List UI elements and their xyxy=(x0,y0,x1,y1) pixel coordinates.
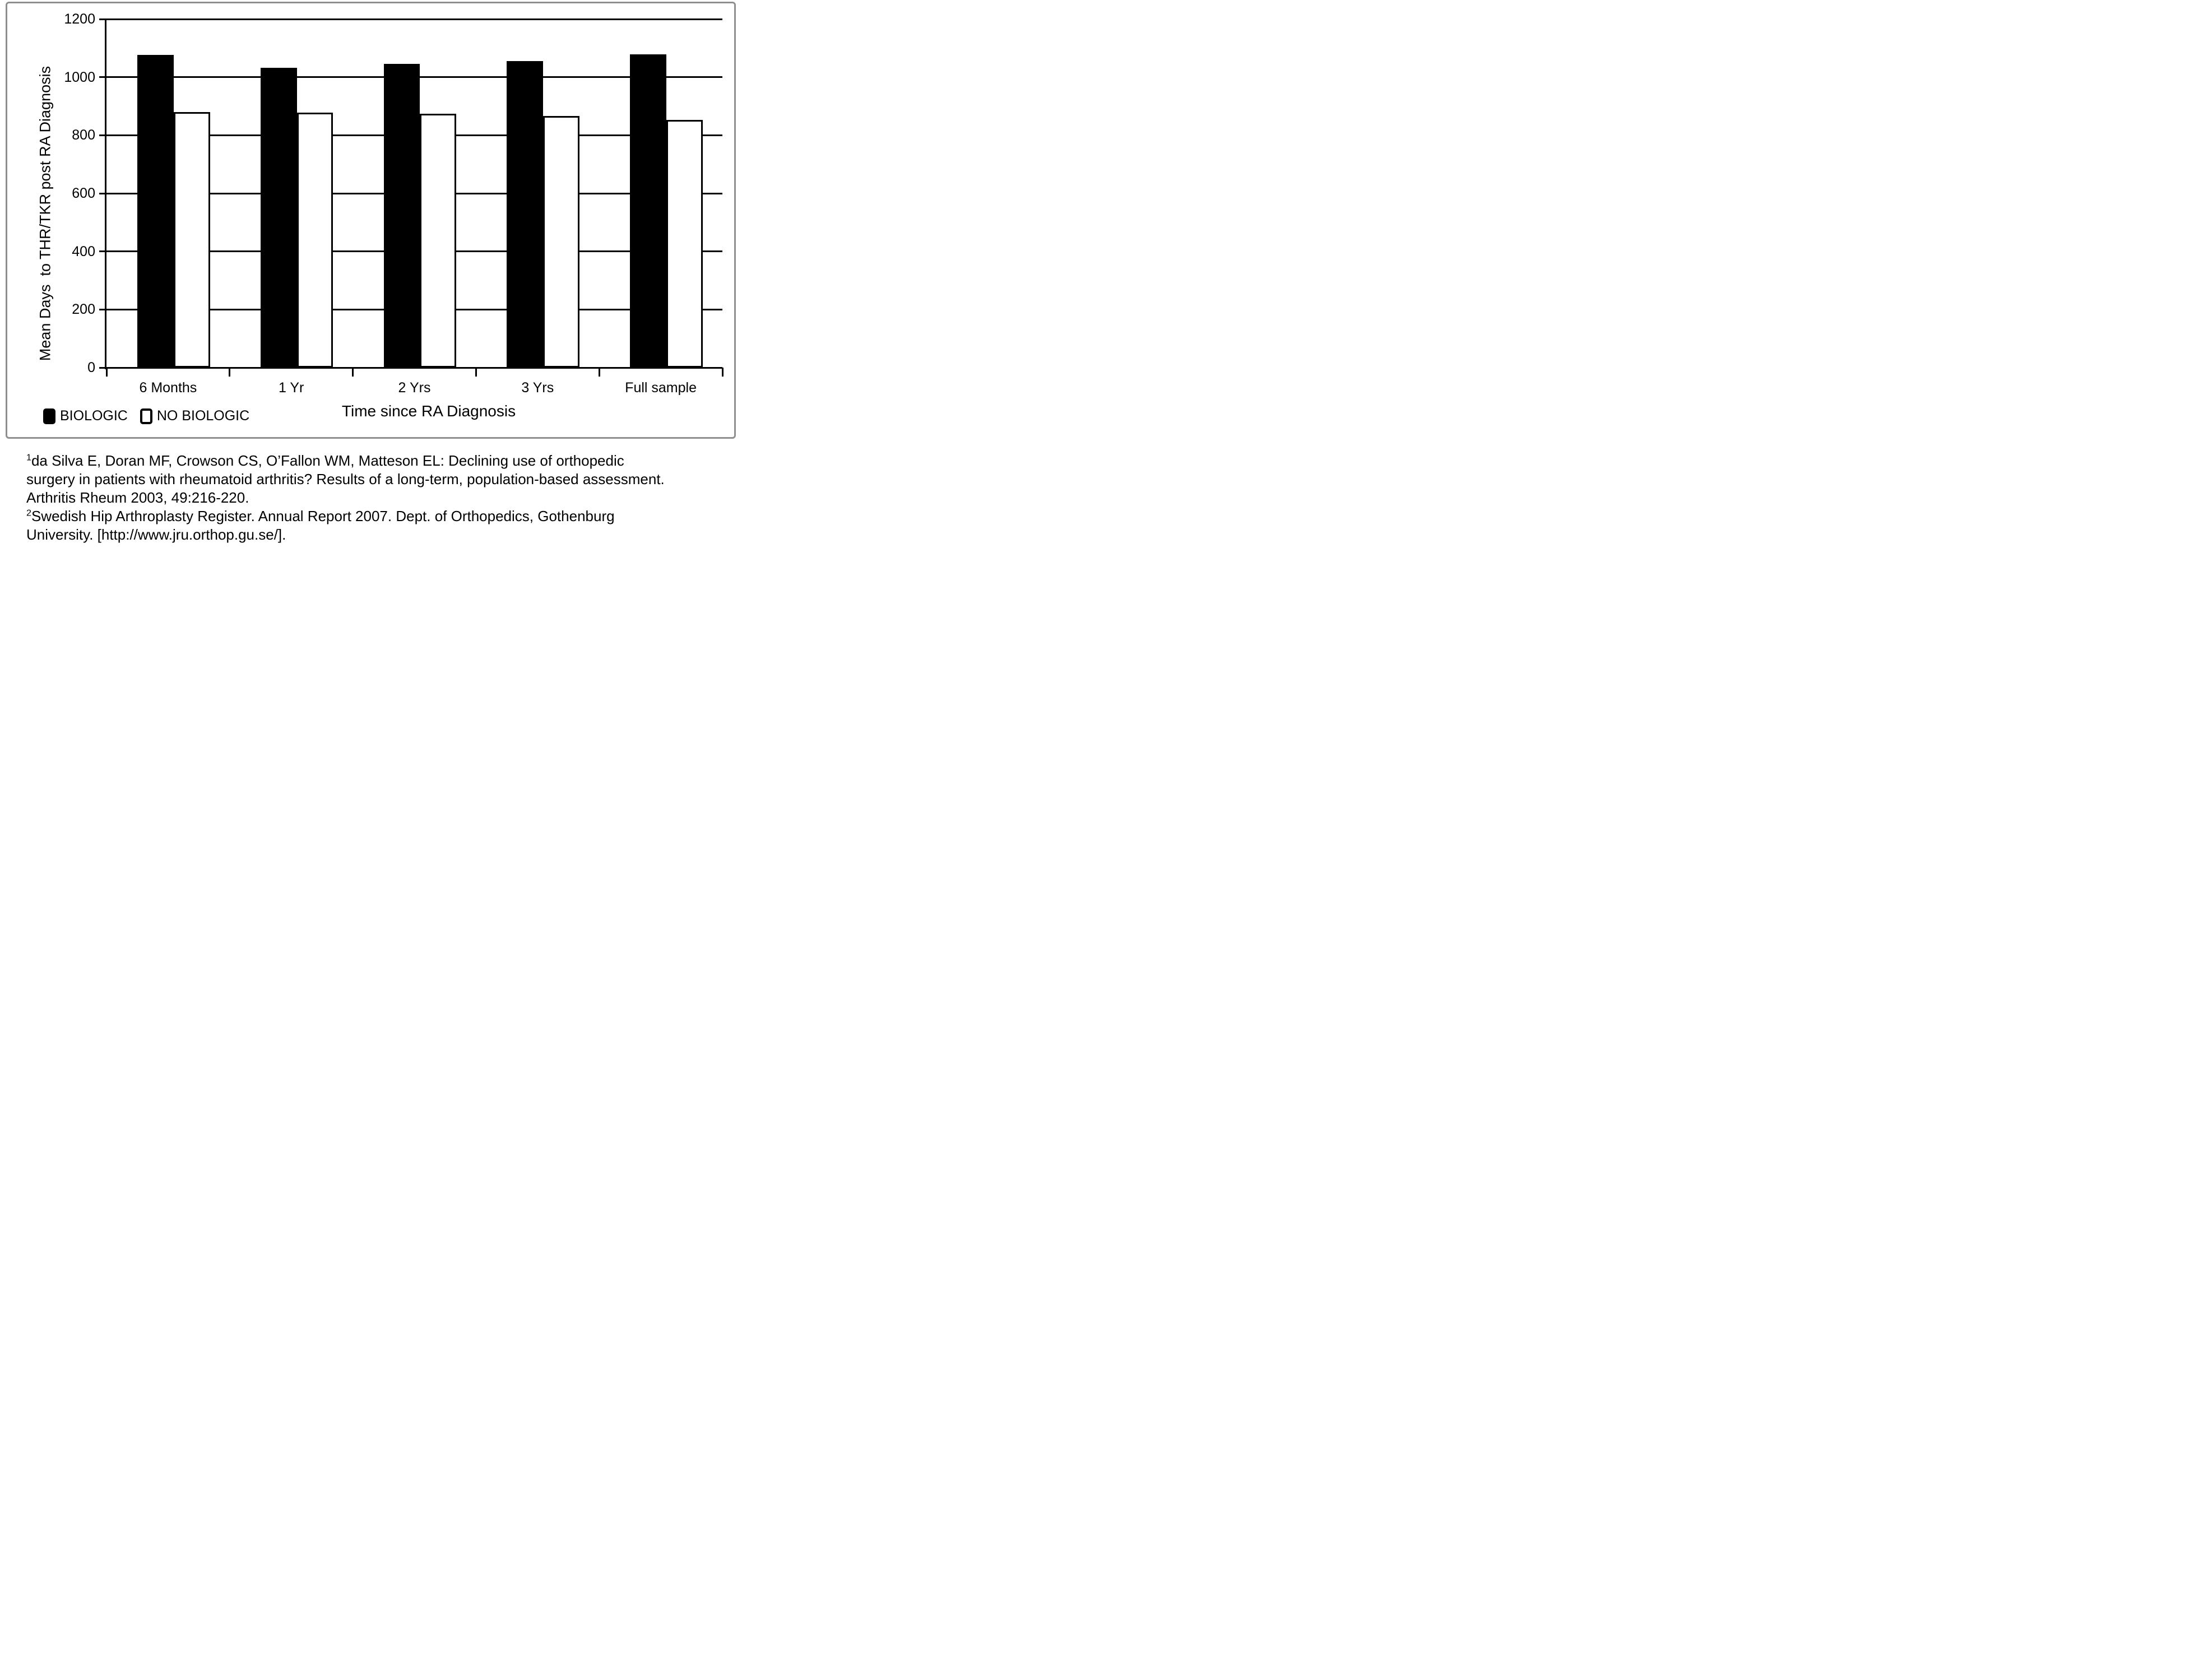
chart-frame: 0 200 400 600 800 1000 1200 6 Months 1 Yr 2 Yrs 3 … xyxy=(6,2,736,439)
gridline-0 xyxy=(106,366,722,369)
x-axis-tick-1 xyxy=(229,368,231,377)
gridline-1200 xyxy=(106,18,722,20)
x-axis-title: Time since RA Diagnosis xyxy=(341,402,516,420)
y-tick-label-0: 0 xyxy=(87,360,95,375)
y-tick-label-1000: 1000 xyxy=(64,69,95,85)
x-axis-tick-4 xyxy=(598,368,600,377)
legend-label-biologic: BIOLOGIC xyxy=(60,408,128,424)
legend-label-no-biologic: NO BIOLOGIC xyxy=(156,408,250,424)
y-tick-label-200: 200 xyxy=(72,301,95,318)
bar-biologic-3-yrs xyxy=(507,61,544,368)
bar-no-biologic-6-months xyxy=(173,112,210,368)
bar-biologic-2-yrs xyxy=(383,63,420,368)
y-axis-tick-800 xyxy=(99,134,106,136)
legend-swatch-icon-biologic xyxy=(43,408,55,424)
category-label-full-sample: Full sample xyxy=(625,380,697,396)
y-tick-label-800: 800 xyxy=(72,127,95,143)
figure-page: 0 200 400 600 800 1000 1200 6 Months 1 Yr 2 Yrs 3 … xyxy=(0,0,738,551)
category-label-2-yrs: 2 Yrs xyxy=(398,380,431,396)
x-axis-tick-2 xyxy=(352,368,354,377)
y-axis-tick-200 xyxy=(99,308,106,310)
footnotes: 1da Silva E, Doran MF, Crowson CS, O’Fal… xyxy=(26,452,724,544)
y-axis-tick-600 xyxy=(99,192,106,194)
y-tick-label-600: 600 xyxy=(72,185,95,201)
plot-area: 0 200 400 600 800 1000 1200 6 Months 1 Yr 2 Yrs 3 … xyxy=(7,3,734,437)
x-axis-tick-5 xyxy=(721,368,724,377)
bar-no-biologic-full-sample xyxy=(666,119,703,368)
legend-item-no-biologic: NO BIOLOGIC xyxy=(140,408,249,424)
legend-item-biologic: BIOLOGIC xyxy=(43,408,128,424)
y-axis-line xyxy=(105,19,106,369)
footnote-1-marker: 1 xyxy=(26,452,31,463)
bar-biologic-1-yr xyxy=(260,68,297,368)
bar-no-biologic-2-yrs xyxy=(420,114,457,368)
footnote-2-text: Swedish Hip Arthroplasty Register. Annua… xyxy=(26,508,615,543)
bar-biologic-full-sample xyxy=(630,54,666,368)
y-tick-label-1200: 1200 xyxy=(64,11,95,27)
footnote-1-text: da Silva E, Doran MF, Crowson CS, O’Fall… xyxy=(26,452,665,506)
y-axis-tick-1000 xyxy=(99,76,106,78)
y-axis-tick-0 xyxy=(99,366,106,369)
bar-no-biologic-3-yrs xyxy=(543,115,580,368)
chart-legend: BIOLOGIC NO BIOLOGIC xyxy=(43,408,249,424)
footnote-2-marker: 2 xyxy=(26,508,31,518)
legend-swatch-icon-no-biologic xyxy=(140,408,152,424)
category-label-3-yrs: 3 Yrs xyxy=(521,380,554,396)
footnote-2: 2Swedish Hip Arthroplasty Register. Annu… xyxy=(26,507,724,544)
x-axis-tick-3 xyxy=(475,368,477,377)
bar-no-biologic-1-yr xyxy=(296,112,333,368)
x-axis-tick-0 xyxy=(105,368,108,377)
y-axis-title: Mean Days to THR/TKR post RA Diagnosis xyxy=(36,66,54,361)
category-label-1-yr: 1 Yr xyxy=(278,380,304,396)
y-axis-tick-400 xyxy=(99,250,106,253)
y-axis-tick-1200 xyxy=(99,18,106,20)
bar-biologic-6-months xyxy=(137,54,174,368)
footnote-1: 1da Silva E, Doran MF, Crowson CS, O’Fal… xyxy=(26,452,724,507)
y-tick-label-400: 400 xyxy=(72,243,95,259)
category-label-6-months: 6 Months xyxy=(139,380,197,396)
